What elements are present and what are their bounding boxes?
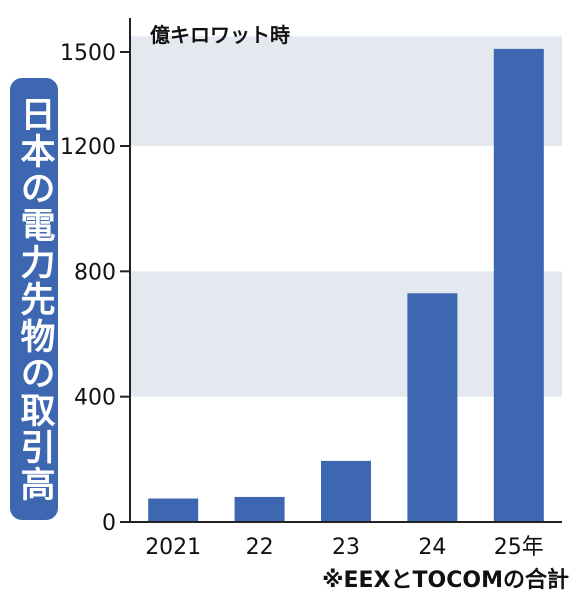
grid-band: [130, 271, 562, 397]
bar-24: [407, 293, 458, 522]
x-tick-labels: 2021 22 23 24 25年: [145, 535, 544, 560]
y-tick-label: 0: [102, 511, 116, 536]
y-tick-label: 1500: [60, 41, 116, 66]
unit-label: 億キロワット時: [150, 23, 290, 47]
title-badge: 日本の電力先物の取引高: [10, 78, 58, 520]
bar-22: [234, 496, 285, 522]
x-tick-label: 23: [332, 535, 360, 560]
x-tick-label: 22: [246, 535, 274, 560]
axes: [129, 18, 562, 523]
background-bands: [130, 36, 562, 397]
x-tick-label: 25年: [494, 535, 544, 560]
footnote: ※EEXとTOCOMの合計: [322, 568, 569, 593]
bar-chart: 0 400 800 1200 1500 2021 22 23 24 25年 億キロワット時: [60, 18, 562, 560]
chart-title: 日本の電力先物の取引高: [14, 95, 55, 503]
y-tick-label: 800: [74, 260, 116, 285]
y-tick-label: 400: [74, 386, 116, 411]
bar-25年: [493, 48, 544, 522]
y-tick-label: 1200: [60, 135, 116, 160]
y-tick-labels: 0 400 800 1200 1500: [60, 41, 130, 536]
grid-band: [130, 36, 562, 147]
x-tick-label: 2021: [145, 535, 201, 560]
bar-2021: [148, 498, 199, 522]
x-tick-label: 24: [418, 535, 446, 560]
bar-23: [321, 460, 371, 522]
bars: [148, 48, 544, 522]
